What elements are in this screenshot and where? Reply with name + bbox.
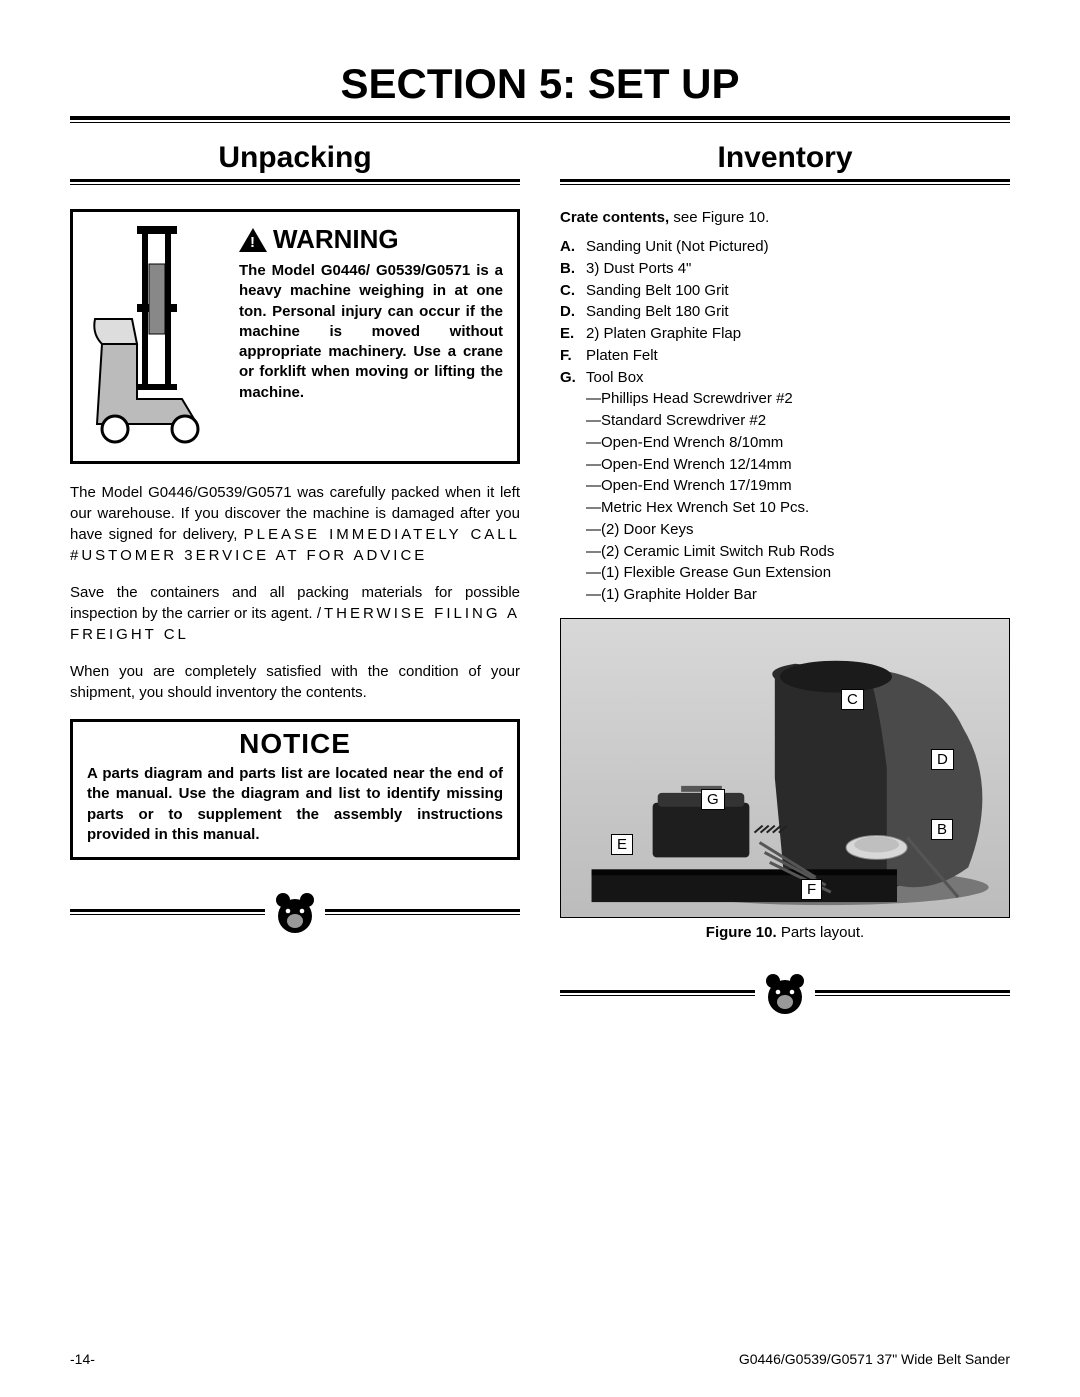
subrule-thick-r — [560, 179, 1010, 182]
inventory-subitem: —(2) Ceramic Limit Switch Rub Rods — [560, 541, 1010, 563]
inventory-subitem: —(1) Graphite Holder Bar — [560, 584, 1010, 606]
unpacking-para-1: The Model G0446/G0539/G0571 was carefull… — [70, 482, 520, 566]
unpacking-para-2: Save the containers and all packing mate… — [70, 582, 520, 645]
figure-caption-bold: Figure 10. — [706, 924, 777, 941]
figure-label-F: F — [801, 879, 822, 900]
inventory-item: C.Sanding Belt 100 Grit — [560, 280, 1010, 302]
figure-caption-rest: Parts layout. — [777, 924, 865, 941]
warning-body-text: The Model G0446/ G0539/G0571 is a heavy … — [239, 261, 503, 403]
inventory-text: Sanding Unit (Not Pictured) — [586, 236, 769, 258]
doc-id: G0446/G0539/G0571 37" Wide Belt Sander — [739, 1351, 1010, 1367]
inventory-subitem: —Open-End Wrench 17/19mm — [560, 475, 1010, 497]
inventory-letter: F. — [560, 345, 586, 367]
inventory-item: B.3) Dust Ports 4" — [560, 258, 1010, 280]
decorative-footer-rule-right — [560, 969, 1010, 1017]
decorative-footer-rule-left — [70, 888, 520, 936]
unpacking-heading: Unpacking — [70, 141, 520, 175]
right-column: Inventory Crate contents, see Figure 10.… — [560, 141, 1010, 1017]
figure-label-D: D — [931, 749, 954, 770]
inventory-subitem: —Open-End Wrench 12/14mm — [560, 454, 1010, 476]
section-title: SECTION 5: SET UP — [70, 60, 1010, 108]
inventory-letter: A. — [560, 236, 586, 258]
inventory-subitem: —(1) Flexible Grease Gun Extension — [560, 562, 1010, 584]
left-column: Unpacking — [70, 141, 520, 1017]
inventory-subitem: —Metric Hex Wrench Set 10 Pcs. — [560, 497, 1010, 519]
inventory-subitem: —(2) Door Keys — [560, 519, 1010, 541]
inventory-text: 3) Dust Ports 4" — [586, 258, 691, 280]
warning-box: WARNING The Model G0446/ G0539/G0571 is … — [70, 209, 520, 464]
subrule-thick — [70, 179, 520, 182]
page-number: -14- — [70, 1351, 95, 1367]
figure-caption: Figure 10. Parts layout. — [560, 924, 1010, 941]
parts-photo: B C D E F G — [560, 618, 1010, 918]
inventory-text: Sanding Belt 180 Grit — [586, 301, 729, 323]
inventory-item: F.Platen Felt — [560, 345, 1010, 367]
inventory-letter: D. — [560, 301, 586, 323]
unpacking-para-3: When you are completely satisfied with t… — [70, 661, 520, 703]
figure-label-B: B — [931, 819, 953, 840]
rule-thick — [70, 116, 1010, 120]
notice-body-text: A parts diagram and parts list are locat… — [87, 764, 503, 845]
inventory-letter: B. — [560, 258, 586, 280]
inventory-subitem: —Phillips Head Screwdriver #2 — [560, 388, 1010, 410]
crate-contents-head: Crate contents, see Figure 10. — [560, 209, 1010, 226]
figure-label-E: E — [611, 834, 633, 855]
page-footer: -14- G0446/G0539/G0571 37" Wide Belt San… — [70, 1351, 1010, 1367]
subrule-thin-r — [560, 184, 1010, 185]
notice-box: NOTICE A parts diagram and parts list ar… — [70, 719, 520, 860]
inventory-text: Platen Felt — [586, 345, 658, 367]
subrule-thin — [70, 184, 520, 185]
inventory-letter: G. — [560, 367, 586, 389]
inventory-text: 2) Platen Graphite Flap — [586, 323, 741, 345]
crate-head-rest: see Figure 10. — [669, 209, 769, 226]
warning-label: WARNING — [273, 224, 399, 255]
bear-icon — [761, 969, 809, 1017]
inventory-text: Sanding Belt 100 Grit — [586, 280, 729, 302]
crate-head-bold: Crate contents, — [560, 209, 669, 226]
notice-label: NOTICE — [87, 728, 503, 760]
two-column-layout: Unpacking — [70, 141, 1010, 1017]
inventory-text: Tool Box — [586, 367, 644, 389]
inventory-item: A.Sanding Unit (Not Pictured) — [560, 236, 1010, 258]
inventory-subitem: —Open-End Wrench 8/10mm — [560, 432, 1010, 454]
warning-header: WARNING — [239, 224, 503, 255]
forklift-illustration — [87, 224, 227, 449]
figure-label-G: G — [701, 789, 725, 810]
warning-triangle-icon — [239, 228, 267, 252]
inventory-item: D.Sanding Belt 180 Grit — [560, 301, 1010, 323]
inventory-item: G.Tool Box — [560, 367, 1010, 389]
inventory-letter: C. — [560, 280, 586, 302]
figure-label-C: C — [841, 689, 864, 710]
inventory-item: E.2) Platen Graphite Flap — [560, 323, 1010, 345]
inventory-heading: Inventory — [560, 141, 1010, 175]
inventory-letter: E. — [560, 323, 586, 345]
rule-thin — [70, 122, 1010, 123]
inventory-list: A.Sanding Unit (Not Pictured)B.3) Dust P… — [560, 236, 1010, 606]
bear-icon — [271, 888, 319, 936]
inventory-subitem: —Standard Screwdriver #2 — [560, 410, 1010, 432]
